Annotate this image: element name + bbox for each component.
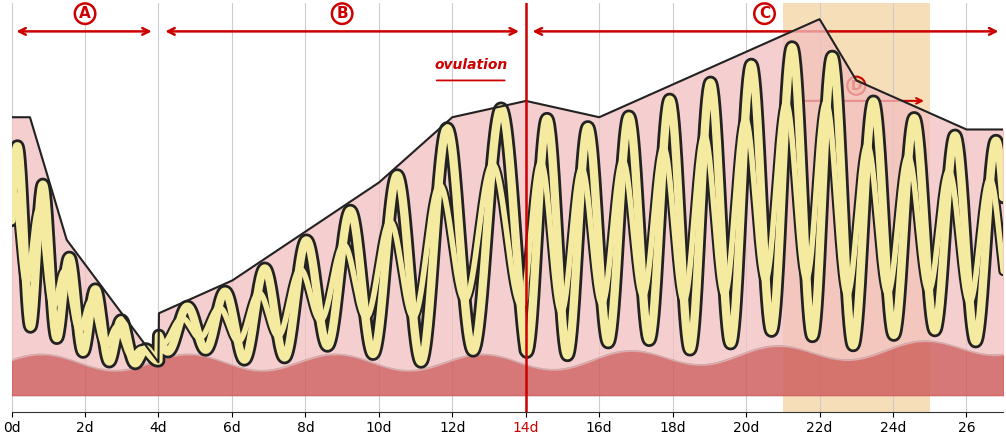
Text: A: A [79,6,91,21]
Text: D: D [850,79,862,93]
Text: B: B [336,6,348,21]
Text: C: C [759,6,770,21]
Bar [783,3,930,411]
Text: ovulation: ovulation [434,58,507,72]
